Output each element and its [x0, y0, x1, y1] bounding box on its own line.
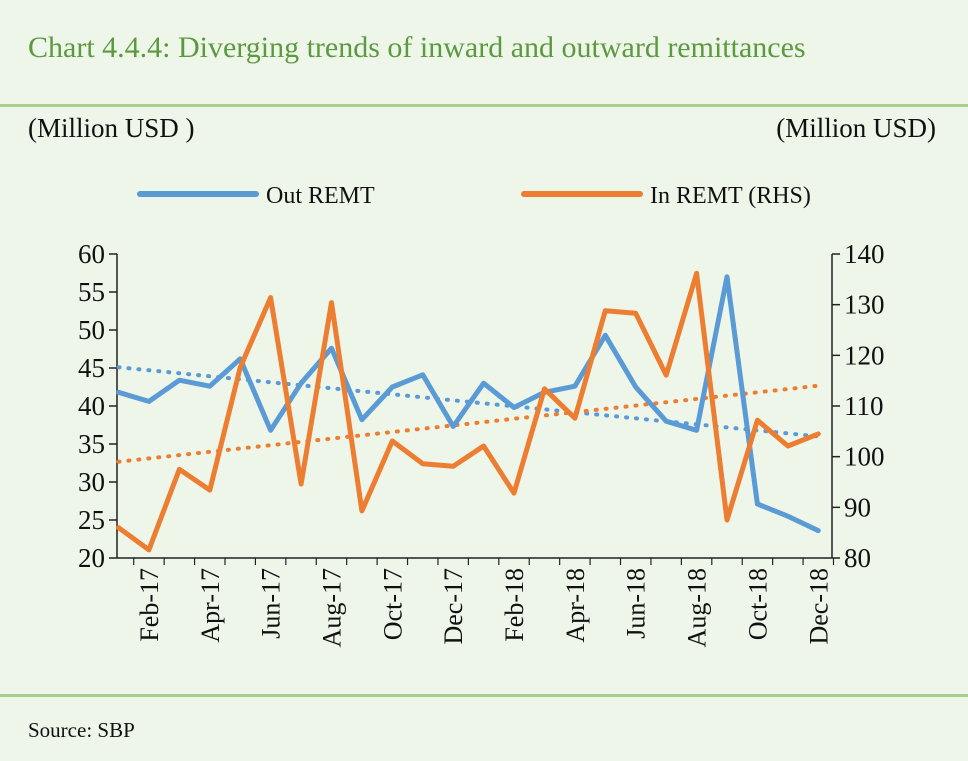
- left-axis-unit: (Million USD ): [28, 113, 195, 143]
- legend-label-out: Out REMT: [266, 183, 375, 209]
- right-tick-label: 120: [844, 340, 885, 370]
- x-tick-label: Aug-18: [683, 568, 712, 647]
- x-tick-label: Oct-18: [743, 568, 772, 640]
- legend-label-in: In REMT (RHS): [650, 183, 811, 209]
- x-tick-label: Apr-18: [561, 568, 590, 643]
- source-note: Source: SBP: [28, 718, 135, 742]
- legend: Out REMT In REMT (RHS): [137, 183, 811, 209]
- right-tick-label: 130: [844, 290, 885, 320]
- title-rule: [0, 104, 968, 107]
- left-tick-label: 45: [78, 353, 105, 383]
- x-tick-label: Aug-17: [317, 568, 346, 647]
- x-tick-label: Jun-17: [257, 568, 286, 639]
- right-tick-label: 110: [844, 391, 884, 421]
- right-tick-label: 140: [844, 239, 885, 269]
- out-remt-series-line: [116, 274, 821, 534]
- left-tick-label: 55: [78, 277, 105, 307]
- series-lines: [116, 270, 821, 553]
- in-remt-series-line: [116, 270, 821, 553]
- left-tick-label: 40: [78, 391, 105, 421]
- x-tick-label: Jun-18: [622, 568, 651, 639]
- left-tick-label: 60: [78, 239, 105, 269]
- left-tick-label: 35: [78, 429, 105, 459]
- left-tick-label: 30: [78, 467, 105, 497]
- right-tick-label: 90: [844, 492, 871, 522]
- footer-rule: [0, 694, 968, 697]
- left-tick-label: 20: [78, 543, 105, 573]
- x-tick-label: Apr-17: [196, 568, 225, 643]
- x-tick-label: Oct-17: [378, 568, 407, 640]
- x-tick-label: Dec-17: [439, 568, 468, 645]
- chart-title: Chart 4.4.4: Diverging trends of inward …: [28, 31, 806, 64]
- right-tick-label: 100: [844, 442, 885, 472]
- x-tick-label: Dec-18: [804, 568, 833, 645]
- right-tick-label: 80: [844, 543, 871, 573]
- right-axis-unit: (Million USD): [776, 113, 936, 143]
- x-tick-label: Feb-17: [135, 568, 164, 642]
- x-tick-label: Feb-18: [500, 568, 529, 642]
- axes: 20 25 30 35 40 45 50 55 60 80 90 100 110 120 130 140 Feb…: [78, 239, 885, 647]
- left-tick-label: 25: [78, 505, 105, 535]
- in-trend-line: [116, 383, 821, 464]
- left-tick-label: 50: [78, 315, 105, 345]
